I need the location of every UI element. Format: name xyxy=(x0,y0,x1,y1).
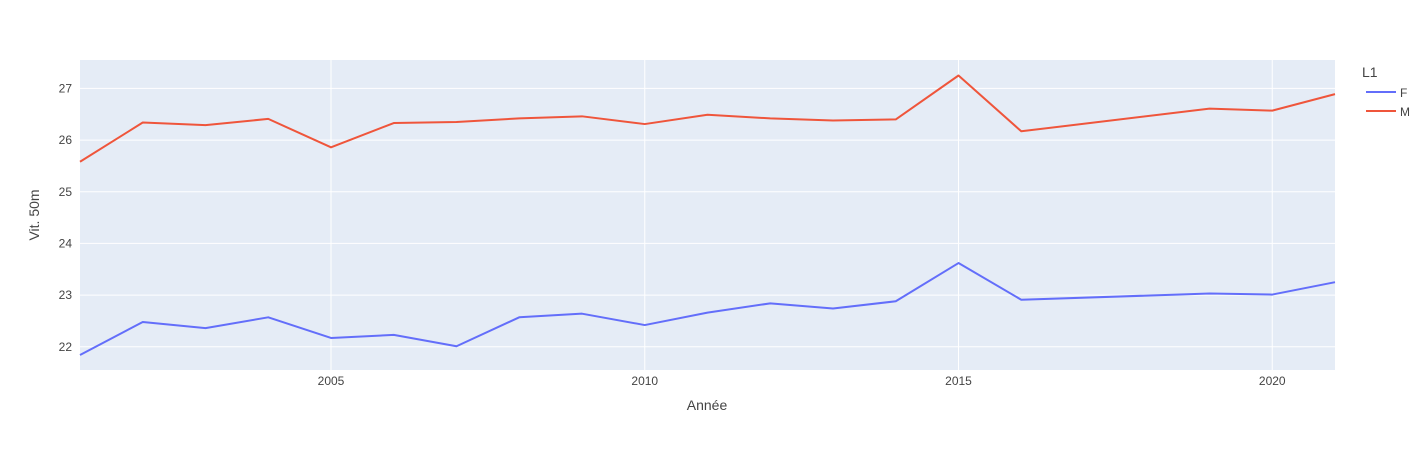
x-axis-title: Année xyxy=(687,397,728,413)
y-tick-label: 26 xyxy=(59,133,73,147)
legend-item-f[interactable]: F xyxy=(1366,86,1407,100)
y-axis-title: Vit. 50m xyxy=(26,189,42,240)
y-tick-label: 23 xyxy=(59,288,73,302)
y-tick-label: 27 xyxy=(59,81,73,95)
plot-background xyxy=(80,60,1335,370)
x-tick-label: 2010 xyxy=(631,374,658,388)
y-tick-label: 25 xyxy=(59,185,73,199)
legend-label-m: M xyxy=(1400,105,1410,119)
legend-item-m[interactable]: M xyxy=(1366,105,1410,119)
y-tick-label: 22 xyxy=(59,340,73,354)
x-tick-labels: 2005 2010 2015 2020 xyxy=(318,374,1286,388)
x-tick-label: 2015 xyxy=(945,374,972,388)
gridlines xyxy=(80,60,1335,370)
series-line-f[interactable] xyxy=(79,262,1336,356)
legend-label-f: F xyxy=(1400,86,1407,100)
legend-title: L1 xyxy=(1362,64,1378,80)
series-lines xyxy=(79,74,1336,356)
x-tick-label: 2005 xyxy=(318,374,345,388)
series-line-m[interactable] xyxy=(79,74,1336,163)
y-tick-labels: 22 23 24 25 26 27 xyxy=(59,81,73,353)
legend: L1 F M xyxy=(1362,64,1410,119)
x-tick-label: 2020 xyxy=(1259,374,1286,388)
y-tick-label: 24 xyxy=(59,236,73,250)
